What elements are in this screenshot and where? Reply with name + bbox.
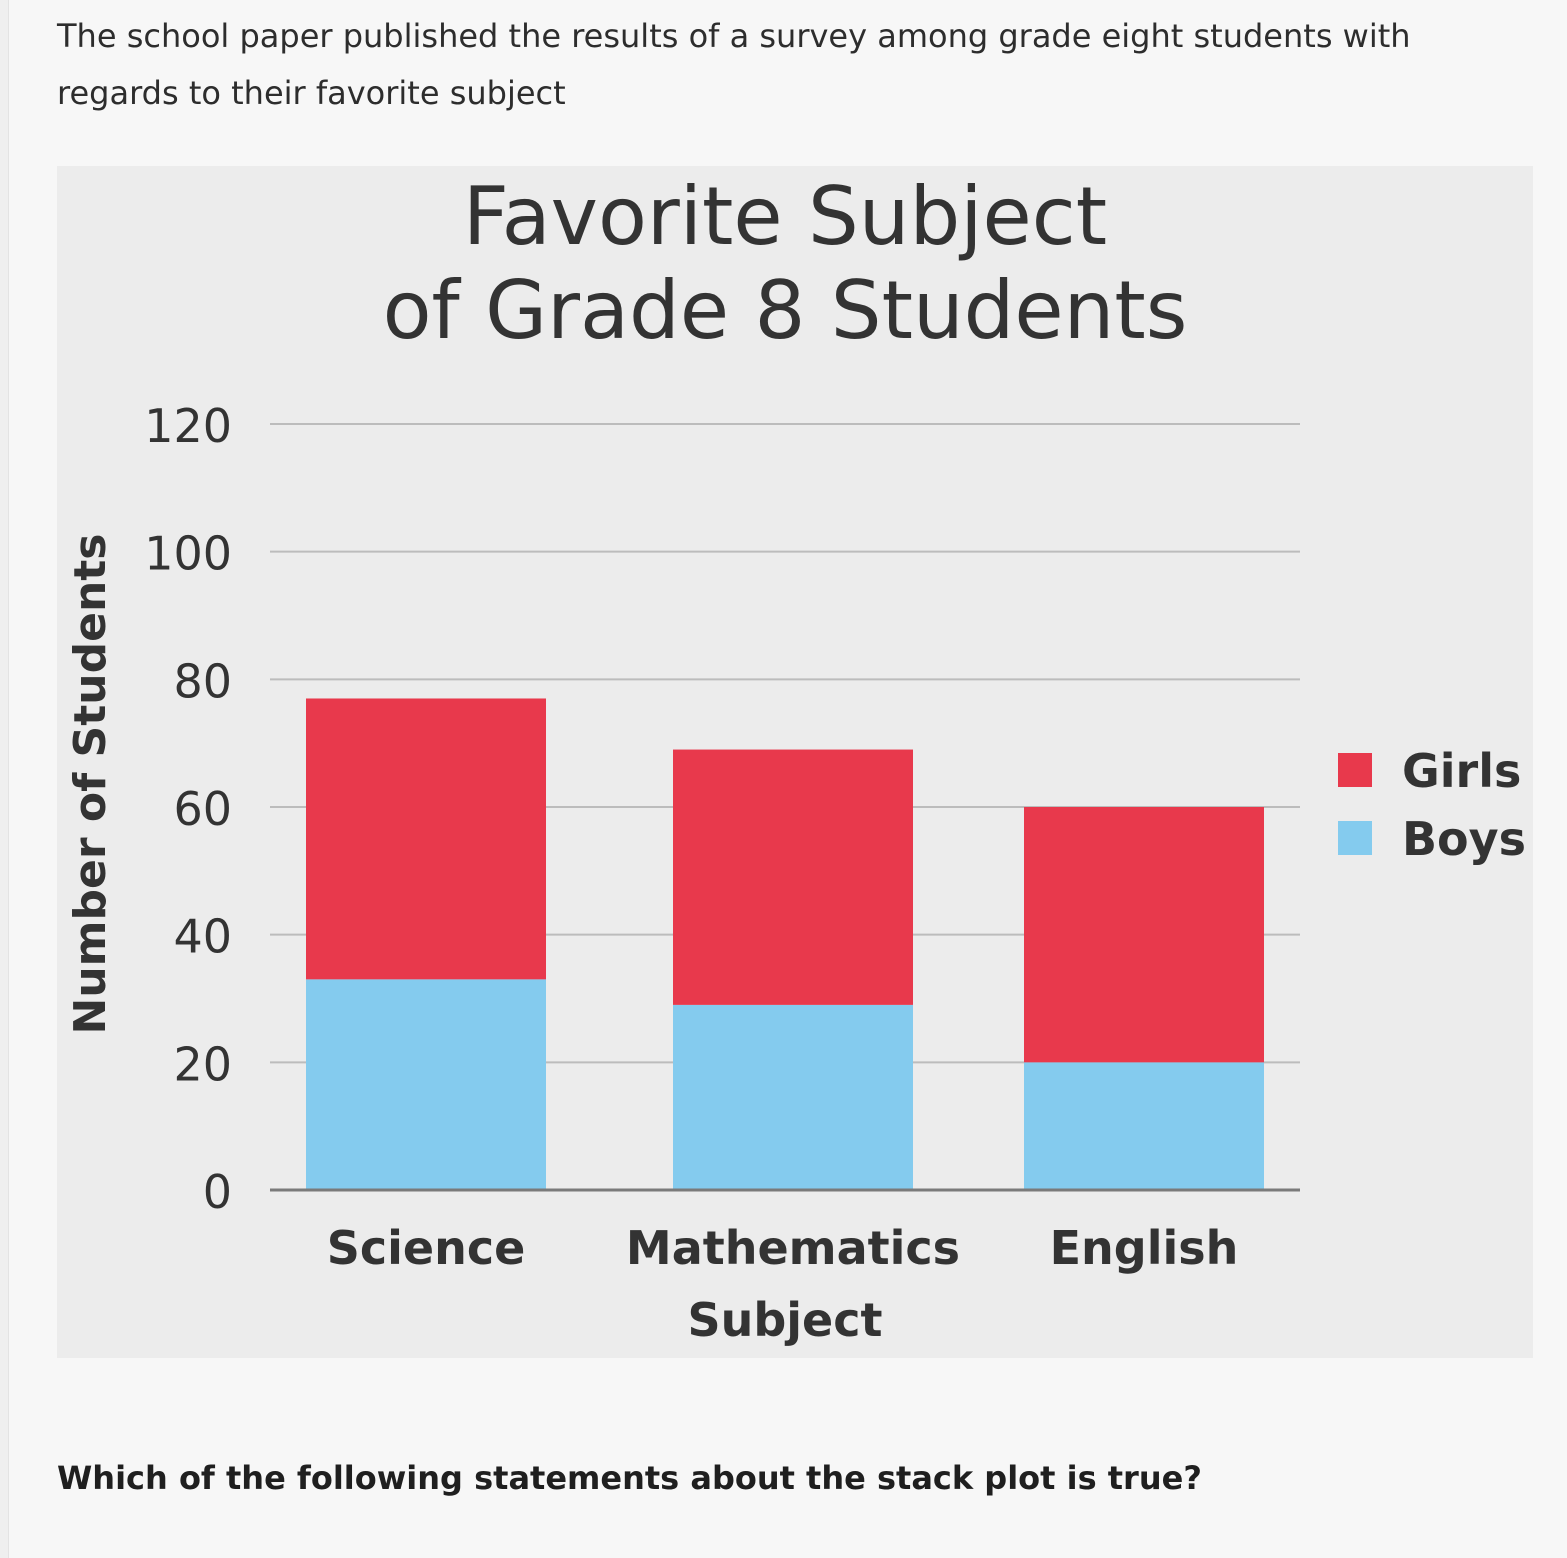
- x-tick-label: Mathematics: [626, 1221, 960, 1275]
- y-tick-label: 100: [144, 527, 232, 581]
- legend-swatch-boys: [1338, 821, 1372, 855]
- y-tick-label: 120: [144, 399, 232, 453]
- legend-label-girls: Girls: [1402, 744, 1521, 798]
- bar-girls-english: [1024, 807, 1264, 1063]
- y-tick-label: 60: [173, 782, 232, 836]
- legend-label-boys: Boys: [1402, 812, 1526, 866]
- x-tick-label: Science: [327, 1221, 526, 1275]
- bar-boys-mathematics: [673, 1004, 913, 1190]
- bar-boys-science: [306, 979, 546, 1190]
- y-tick-label: 0: [203, 1165, 232, 1219]
- chart-title: Favorite Subject of Grade 8 Students: [383, 170, 1188, 357]
- chart-title-line-1: Favorite Subject: [463, 170, 1107, 263]
- bars: [306, 698, 1264, 1190]
- x-tick-label: English: [1050, 1221, 1239, 1275]
- stacked-bar-chart: Favorite Subject of Grade 8 Students 0 20…: [65, 170, 1526, 1347]
- legend-swatch-girls: [1338, 753, 1372, 787]
- chart-panel: Favorite Subject of Grade 8 Students 0 20…: [57, 166, 1533, 1358]
- legend: Girls Boys: [1338, 744, 1526, 866]
- y-tick-label: 80: [173, 654, 232, 708]
- x-axis-ticks: Science Mathematics English: [327, 1221, 1239, 1275]
- x-axis-label: Subject: [687, 1293, 882, 1347]
- bar-girls-science: [306, 698, 546, 980]
- question-text: Which of the following statements about …: [57, 1459, 1202, 1497]
- chart-title-line-2: of Grade 8 Students: [383, 264, 1188, 357]
- y-axis-ticks: 0 20 40 60 80 100 120: [144, 399, 232, 1219]
- left-margin-rule: [0, 0, 9, 1558]
- y-tick-label: 20: [173, 1037, 232, 1091]
- intro-paragraph: The school paper published the results o…: [57, 17, 1411, 112]
- bar-girls-mathematics: [673, 749, 913, 1005]
- bar-boys-english: [1024, 1062, 1264, 1190]
- y-tick-label: 40: [173, 910, 232, 964]
- y-axis-label: Number of Students: [65, 534, 116, 1035]
